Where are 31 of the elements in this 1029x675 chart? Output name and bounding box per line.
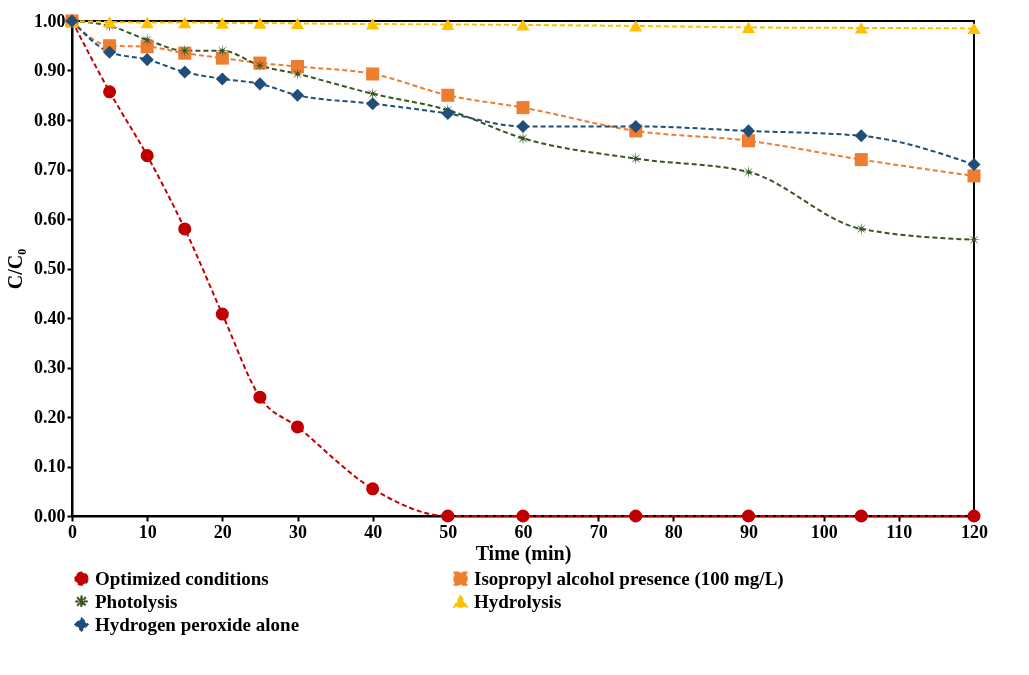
y-tick-label: 0.80 [34, 109, 66, 130]
x-tick-label: 100 [810, 521, 838, 542]
x-tick-label: 120 [961, 521, 988, 542]
x-tick-label: 70 [589, 521, 608, 542]
legend-label: Optimized conditions [95, 567, 269, 589]
x-tick-label: 40 [364, 521, 383, 542]
y-tick-label: 0.70 [34, 159, 66, 179]
x-tick-label: 30 [289, 521, 307, 542]
y-tick-label: 1.00 [34, 10, 66, 31]
x-tick-label: 60 [514, 521, 533, 542]
y-tick-label: 0.40 [34, 307, 66, 328]
y-axis-title: C/C₀ [4, 248, 26, 290]
legend-label: Hydrolysis [474, 590, 562, 612]
x-axis-title: Time (min) [475, 541, 572, 565]
y-tick-label: 0.60 [34, 208, 66, 229]
x-tick-label: 0 [68, 521, 77, 542]
legend-label: Isopropyl alcohol presence (100 mg/L) [474, 567, 784, 590]
x-tick-label: 10 [138, 521, 157, 542]
y-tick-label: 0.00 [34, 505, 66, 526]
legend-label: Hydrogen peroxide alone [95, 613, 300, 635]
x-tick-label: 20 [213, 521, 232, 542]
x-tick-label: 50 [439, 521, 458, 542]
x-tick-label: 80 [664, 521, 683, 542]
legend-label: Photolysis [95, 590, 178, 612]
x-tick-label: 110 [886, 521, 913, 542]
y-tick-label: 0.50 [34, 258, 66, 278]
y-tick-label: 0.20 [34, 406, 66, 427]
y-tick-label: 0.90 [34, 60, 66, 80]
x-tick-label: 90 [740, 521, 758, 542]
y-tick-label: 0.10 [34, 456, 66, 476]
y-tick-label: 0.30 [34, 357, 66, 377]
